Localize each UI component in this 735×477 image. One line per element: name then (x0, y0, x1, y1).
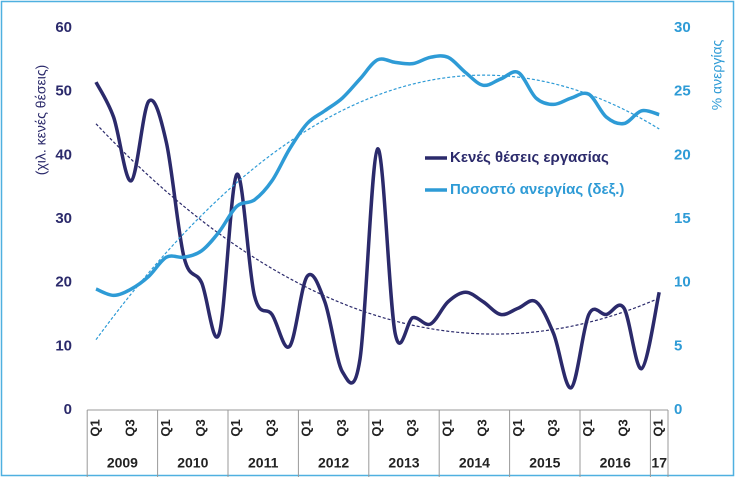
year-label: 2014 (459, 455, 490, 471)
year-label: 2012 (318, 455, 349, 471)
year-label: 2009 (107, 455, 138, 471)
year-label: 17 (651, 455, 667, 471)
year-label: 2013 (388, 455, 419, 471)
x-tick-label: Q1 (158, 419, 173, 436)
series-line (95, 54, 660, 298)
y-tick-label: 20 (55, 274, 72, 291)
legend-label: Κενές θέσεις εργασίας (450, 149, 609, 166)
y-tick-label: 0 (64, 401, 72, 418)
x-tick-label: Q1 (439, 419, 454, 436)
y2-axis-label: % ανεργίας (709, 39, 725, 110)
x-tick-label: Q1 (299, 419, 314, 436)
year-label: 2015 (529, 455, 560, 471)
x-tick-label: Q1 (369, 419, 384, 436)
y2-tick-label: 0 (674, 401, 682, 418)
y-axis-label: (χιλ. κενές θέσεις) (33, 65, 49, 175)
x-tick-label: Q1 (228, 419, 243, 436)
y2-tick-label: 5 (674, 337, 682, 354)
x-tick-label: Q3 (123, 419, 138, 436)
x-tick-label: Q3 (545, 419, 560, 436)
y2-tick-label: 20 (674, 146, 691, 163)
x-tick-label: Q3 (404, 419, 419, 436)
trend-line (95, 74, 660, 341)
x-tick-label: Q3 (615, 419, 630, 436)
x-tick-label: Q3 (263, 419, 278, 436)
x-tick-label: Q1 (87, 419, 102, 436)
y-tick-label: 30 (55, 210, 72, 227)
year-label: 2011 (248, 455, 279, 471)
y2-tick-label: 25 (674, 83, 691, 100)
x-tick-label: Q1 (580, 419, 595, 436)
x-tick-label: Q1 (510, 419, 525, 436)
x-tick-label: Q1 (651, 419, 666, 436)
y-tick-label: 50 (55, 83, 72, 100)
series-line (94, 81, 661, 390)
y-tick-label: 60 (55, 19, 72, 36)
y-tick-label: 10 (55, 337, 72, 354)
x-tick-label: Q3 (334, 419, 349, 436)
x-tick-label: Q3 (475, 419, 490, 436)
y2-tick-label: 15 (674, 210, 691, 227)
y2-tick-label: 10 (674, 274, 691, 291)
legend-label: Ποσοστό ανεργίας (δεξ.) (450, 181, 624, 198)
y-tick-label: 40 (55, 146, 72, 163)
year-label: 2016 (600, 455, 631, 471)
x-tick-label: Q3 (193, 419, 208, 436)
year-label: 2010 (177, 455, 208, 471)
y2-tick-label: 30 (674, 19, 691, 36)
